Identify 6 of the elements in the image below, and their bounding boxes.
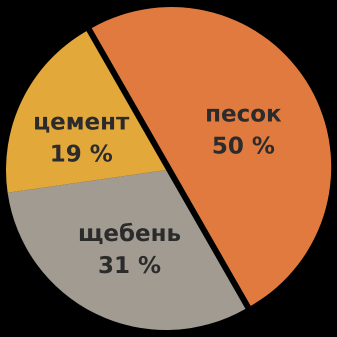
data-label: 31 % — [98, 252, 162, 279]
slice-label: цемент — [33, 110, 130, 136]
data-label: 19 % — [50, 142, 113, 168]
data-label: 50 % — [212, 134, 275, 160]
slice-label: щебень — [78, 220, 182, 247]
slice-label: песок — [205, 102, 282, 128]
